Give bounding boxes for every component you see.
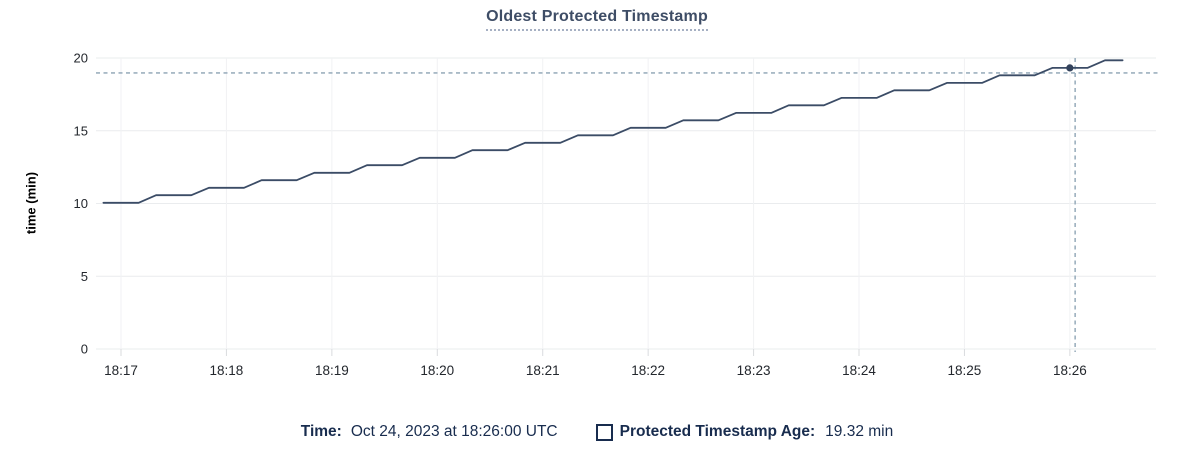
- legend-time-label: Time:: [300, 423, 342, 440]
- x-tick-label: 18:25: [948, 363, 982, 378]
- timeseries-chart-plot[interactable]: 0 5 10 15 20 18:17 18:18 18:19 18:20 18:21 18:22 18…: [0, 0, 1194, 400]
- x-tick-label: 18:18: [210, 363, 244, 378]
- y-tick-label: 0: [81, 342, 88, 357]
- x-tick-label: 18:26: [1053, 363, 1087, 378]
- x-tick-label: 18:23: [737, 363, 771, 378]
- x-tick-label: 18:17: [104, 363, 138, 378]
- series-line: [102, 59, 1124, 204]
- y-tick-label: 5: [81, 269, 88, 284]
- x-tick-label: 18:24: [842, 363, 876, 378]
- chart-title-row: Oldest Protected Timestamp: [0, 8, 1194, 31]
- y-tick-label: 20: [74, 51, 88, 66]
- chart-title: Oldest Protected Timestamp: [486, 8, 708, 31]
- highlight-dot: [1066, 64, 1074, 72]
- y-tick-label: 10: [74, 196, 88, 211]
- x-tick-label: 18:19: [315, 363, 349, 378]
- legend-time-value: Oct 24, 2023 at 18:26:00 UTC: [350, 423, 558, 440]
- x-tick-label: 18:20: [420, 363, 454, 378]
- legend-series-value: 19.32 min: [825, 423, 894, 440]
- x-tick-label: 18:22: [631, 363, 665, 378]
- x-tick-label: 18:21: [526, 363, 560, 378]
- chart-legend: Time: Oct 24, 2023 at 18:26:00 UTC Prote…: [0, 422, 1194, 442]
- series-toggle-checkbox[interactable]: [595, 423, 613, 441]
- legend-series-label: Protected Timestamp Age:: [619, 423, 816, 440]
- y-tick-label: 15: [74, 123, 88, 138]
